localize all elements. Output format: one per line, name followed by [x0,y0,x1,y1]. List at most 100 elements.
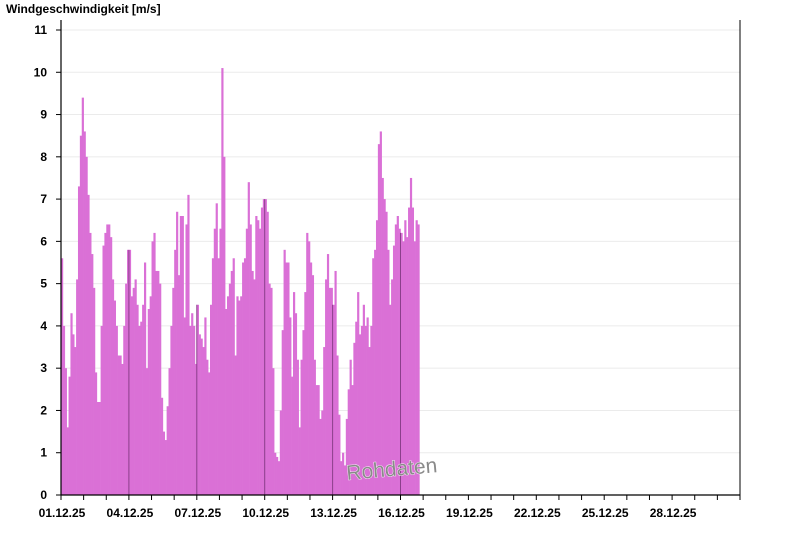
bar [291,376,294,495]
bar [151,241,154,495]
bar [370,325,373,495]
day-marker-lines [128,199,401,495]
bar [226,296,230,495]
bar [406,237,409,495]
bar [155,270,158,495]
x-tick-label: 28.12.25 [650,506,697,520]
bar [145,368,149,495]
bar [149,296,152,495]
bar [398,228,401,495]
bar [83,131,86,495]
bar [213,228,216,495]
bar [326,254,330,495]
bar [415,220,418,496]
bar [417,224,420,495]
bar [364,325,367,495]
bar [279,410,282,495]
bar [223,156,226,495]
bar [189,325,192,495]
bar [110,237,113,495]
bar [166,406,169,495]
bar [138,325,141,495]
bar [242,262,245,495]
bar [313,359,316,495]
x-tick-label: 04.12.25 [107,506,154,520]
bar [170,325,173,495]
y-tick-label: 5 [40,277,47,291]
bar [130,296,133,495]
bar [351,385,354,495]
bar [243,258,247,495]
bar [381,177,384,495]
bar [206,359,209,495]
bar [202,347,205,495]
bar [368,347,371,495]
bar [81,97,84,495]
bar [385,211,388,495]
y-tick-label: 1 [40,446,47,460]
x-tick-label: 25.12.25 [582,506,629,520]
bar [193,325,196,495]
bar [394,224,398,495]
bar [196,304,199,495]
bar [274,452,277,495]
bar [319,418,322,495]
bar [140,321,143,495]
bar [200,338,203,495]
bar [172,287,175,495]
bar [74,347,77,495]
bar [240,296,243,495]
y-tick-label: 2 [40,403,47,417]
bar [87,194,90,496]
bar [164,440,167,495]
bar [262,199,265,495]
bar [276,456,279,495]
bar [323,347,326,495]
bar [334,270,337,495]
bar [287,262,290,495]
bar [204,317,207,495]
y-tick-label: 11 [34,23,47,37]
bar [106,224,109,495]
bar [111,279,115,495]
bar [304,292,307,495]
bar [268,283,271,495]
x-tick-label: 22.12.25 [514,506,561,520]
bar [219,228,222,495]
bar [389,304,392,495]
x-tick-label: 16.12.25 [378,506,425,520]
bar [294,313,298,495]
bar [102,245,105,495]
x-tick-label: 13.12.25 [310,506,357,520]
bar [132,287,135,495]
bar [374,249,377,495]
bar [251,270,254,495]
bar [245,228,249,495]
y-tick-label: 9 [40,108,47,122]
bar [147,309,150,495]
bar [76,279,79,495]
bar [68,376,71,495]
bar [64,368,67,495]
bar [127,249,130,495]
bar [328,287,332,495]
bar [336,355,339,495]
bar [315,385,318,495]
bar [98,402,101,495]
bar [400,232,403,495]
bar [338,414,341,495]
bar [174,249,177,495]
y-tick-label: 8 [40,150,47,164]
y-tick-label: 6 [40,234,47,248]
bar [232,258,235,495]
bar [115,325,118,495]
y-axis-title: Windgeschwindigkeit [m/s] [6,2,161,16]
bar [362,304,365,495]
bar [136,304,139,495]
bar [121,363,124,495]
bar [249,224,252,495]
bar [100,325,103,495]
bar [134,279,137,495]
bar [230,270,233,495]
bar [413,241,416,495]
